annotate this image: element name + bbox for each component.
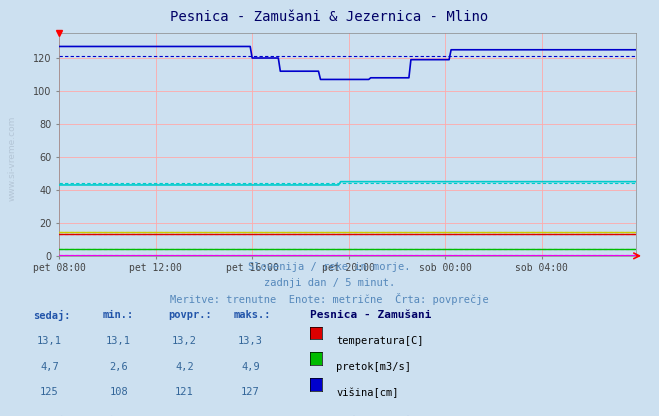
Text: min.:: min.: (102, 310, 133, 320)
Text: 121: 121 (175, 387, 194, 397)
Text: 4,7: 4,7 (40, 362, 59, 371)
Text: 4,9: 4,9 (241, 362, 260, 371)
Text: sedaj:: sedaj: (33, 310, 71, 321)
Text: povpr.:: povpr.: (168, 310, 212, 320)
Text: 13,2: 13,2 (172, 336, 197, 346)
Text: 2,6: 2,6 (109, 362, 128, 371)
Text: Pesnica - Zamušani: Pesnica - Zamušani (310, 310, 431, 320)
Text: 13,3: 13,3 (238, 336, 263, 346)
Text: višina[cm]: višina[cm] (336, 387, 399, 398)
Text: maks.:: maks.: (234, 310, 272, 320)
Text: pretok[m3/s]: pretok[m3/s] (336, 362, 411, 371)
Text: 108: 108 (109, 387, 128, 397)
Text: 125: 125 (40, 387, 59, 397)
Text: temperatura[C]: temperatura[C] (336, 336, 424, 346)
Text: 4,2: 4,2 (175, 362, 194, 371)
Text: Slovenija / reke in morje.: Slovenija / reke in morje. (248, 262, 411, 272)
Text: 13,1: 13,1 (37, 336, 62, 346)
Text: 127: 127 (241, 387, 260, 397)
Text: www.si-vreme.com: www.si-vreme.com (8, 115, 17, 201)
Text: 13,1: 13,1 (106, 336, 131, 346)
Text: Meritve: trenutne  Enote: metrične  Črta: povprečje: Meritve: trenutne Enote: metrične Črta: … (170, 293, 489, 305)
Text: Pesnica - Zamušani & Jezernica - Mlino: Pesnica - Zamušani & Jezernica - Mlino (171, 10, 488, 25)
Text: zadnji dan / 5 minut.: zadnji dan / 5 minut. (264, 278, 395, 288)
